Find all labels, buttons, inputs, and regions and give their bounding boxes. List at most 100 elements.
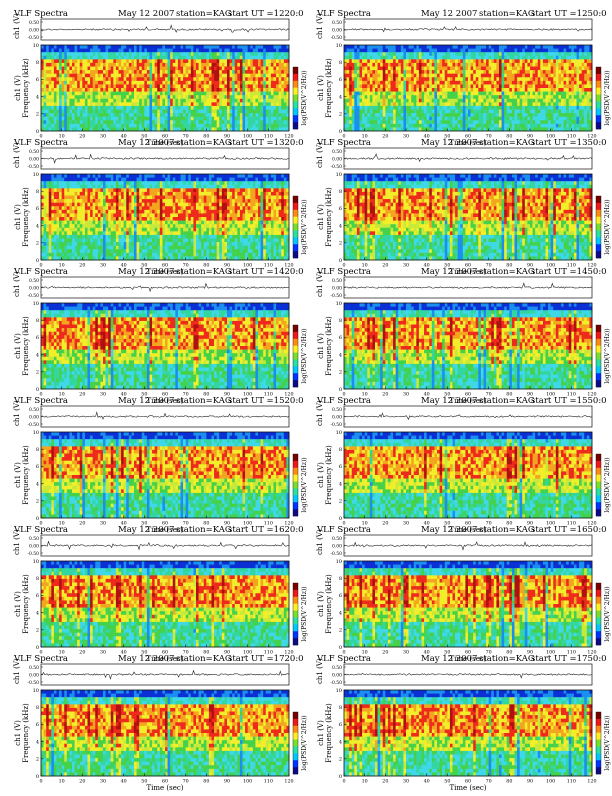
spectrogram-cell (67, 45, 70, 49)
spectrogram-cell (538, 45, 541, 49)
spectrogram-cell (566, 117, 569, 121)
spectrogram-cell (67, 113, 70, 117)
spectrogram-cell (155, 120, 158, 124)
spectrogram-cell (551, 74, 554, 78)
spectrogram-cell (103, 106, 106, 110)
spectrogram-cell (276, 70, 279, 74)
spectrogram-cell (553, 45, 556, 49)
spectrogram-cell (72, 88, 75, 92)
spectrogram-cell (385, 63, 388, 67)
spectrogram-cell (147, 124, 150, 128)
colorbar-segment (293, 122, 298, 129)
spectrogram-cell (406, 56, 409, 60)
spectrogram-cell (476, 99, 479, 103)
spectrogram-cell (80, 67, 83, 71)
spectrogram-cell (59, 239, 62, 243)
spectrogram-cell (175, 102, 178, 106)
spectrogram-cell (494, 63, 497, 67)
spectrogram-cell (416, 106, 419, 110)
spectrogram-cell (349, 124, 352, 128)
spectrogram-cell (398, 49, 401, 53)
spectrogram-cell (481, 113, 484, 117)
spectrogram-cell (49, 185, 52, 189)
spectrogram-cell (64, 102, 67, 106)
spectrogram-cell (222, 70, 225, 74)
spectrogram-cell (347, 88, 350, 92)
spectrogram-cell (100, 120, 103, 124)
spectrogram-cell (481, 120, 484, 124)
spectrogram-cell (69, 52, 72, 56)
spectrogram-cell (471, 63, 474, 67)
spectrogram-cell (139, 95, 142, 99)
spectrogram-cell (57, 221, 60, 225)
spectrogram-cell (486, 77, 489, 81)
spectrogram-cell (250, 63, 253, 67)
spectrogram-cell (131, 63, 134, 67)
spectrogram-cell (217, 88, 220, 92)
spectrogram-cell (422, 110, 425, 114)
spectrogram-cell (214, 124, 217, 128)
spectrogram-cell (584, 88, 587, 92)
spectrogram-cell (139, 117, 142, 121)
spectrogram-cell (587, 99, 590, 103)
spectrogram-cell (237, 74, 240, 78)
spectrogram-cell (344, 124, 347, 128)
spectrogram-cell (388, 120, 391, 124)
spectrogram-cell (476, 120, 479, 124)
spectrogram-cell (463, 67, 466, 71)
spectrogram-cell (196, 77, 199, 81)
spectrogram-cell (548, 63, 551, 67)
spectrogram-cell (465, 95, 468, 99)
spectrogram-cell (556, 63, 559, 67)
spectrogram-cell (57, 185, 60, 189)
spectrogram-cell (403, 70, 406, 74)
spectrogram-cell (170, 92, 173, 96)
spectrogram-cell (577, 67, 580, 71)
spectrogram-cell (230, 45, 233, 49)
spectrogram-cell (142, 77, 145, 81)
spectrogram-cell (54, 249, 57, 253)
spectrogram-cell (543, 110, 546, 114)
spectrogram-cell (90, 45, 93, 49)
spectrogram-cell (103, 81, 106, 85)
spectrogram-cell (64, 224, 67, 228)
spectrogram-cell (82, 124, 85, 128)
spectrogram-cell (59, 181, 62, 185)
spectrogram-cell (165, 52, 168, 56)
spectrogram-cell (62, 45, 65, 49)
spectrogram-cell (46, 246, 49, 250)
spectrogram-cell (46, 203, 49, 207)
spectrogram-cell (440, 113, 443, 117)
spectrogram-cell (178, 63, 181, 67)
spectrogram-cell (520, 110, 523, 114)
spectrogram-cell (219, 63, 222, 67)
spectrogram-cell (245, 99, 248, 103)
spectrogram-cell (481, 67, 484, 71)
spectrogram-cell (168, 84, 171, 88)
spectrogram-cell (268, 81, 271, 85)
spectrogram-cell (57, 102, 60, 106)
spectrogram-cell (429, 56, 432, 60)
spectrogram-cell (245, 70, 248, 74)
spectrogram-cell (67, 63, 70, 67)
spectrogram-cell (391, 56, 394, 60)
spectrogram-cell (375, 84, 378, 88)
spectrogram-cell (41, 174, 44, 178)
spectrogram-cell (54, 88, 57, 92)
spectrogram-cell (517, 92, 520, 96)
spectrogram-cell (486, 52, 489, 56)
spectrogram-cell (515, 117, 518, 121)
spectrogram-cell (178, 117, 181, 121)
spectrogram-cell (139, 110, 142, 114)
spectrogram-cell (476, 117, 479, 121)
spectrogram-cell (54, 231, 57, 235)
spectrogram-cell (57, 95, 60, 99)
spectrogram-cell (64, 203, 67, 207)
spectrogram-cell (59, 178, 62, 182)
spectrogram-cell (465, 59, 468, 63)
spectrogram-cell (183, 67, 186, 71)
spectrogram-cell (46, 253, 49, 257)
spectrogram-cell (383, 99, 386, 103)
spectrogram-cell (564, 113, 567, 117)
spectrogram-cell (548, 84, 551, 88)
